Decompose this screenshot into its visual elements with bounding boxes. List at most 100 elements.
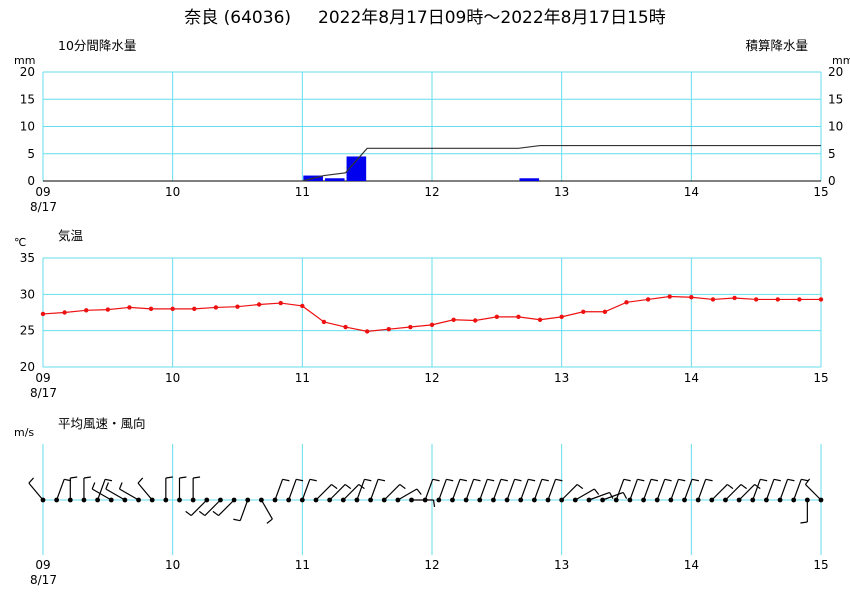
- wind-barb-feather: [664, 478, 672, 482]
- wind-barb-shaft: [288, 479, 297, 501]
- wind-station-dot: [572, 497, 578, 503]
- x-tick-label: 15: [813, 185, 828, 199]
- y-tick-label: 20: [20, 65, 35, 79]
- x-tick-label: 10: [165, 185, 180, 199]
- wind-barb-feather: [800, 521, 808, 524]
- temperature-point: [710, 297, 716, 302]
- wind-barb-shaft: [575, 488, 595, 501]
- wind-station-dot: [695, 497, 701, 503]
- precipitation-y-unit: mm: [14, 54, 35, 67]
- wind-station-dot: [750, 497, 756, 503]
- temperature-point: [537, 317, 543, 322]
- wind-barb-shaft: [793, 479, 802, 501]
- wind-barb-shaft: [356, 479, 366, 501]
- x-tick-label: 11: [295, 558, 310, 572]
- temperature-point: [192, 306, 197, 312]
- temperature-point: [581, 309, 586, 314]
- precipitation-bars: [303, 156, 540, 181]
- wind-barb-feather: [691, 478, 700, 482]
- wind-station-dot: [368, 497, 373, 503]
- precipitation-y-ticks: 0 0 5 5 10 10 15 15 20 20: [20, 65, 844, 188]
- wind-station-dot: [40, 497, 46, 503]
- right-y-tick-label: 15: [828, 92, 843, 106]
- wind-barb-shaft: [711, 484, 728, 501]
- wind-barb-feather: [165, 476, 173, 479]
- wind-station-dot: [682, 497, 687, 503]
- wind-barb-feather: [309, 478, 317, 482]
- wind-barb-feather: [266, 518, 273, 524]
- wind-barb-shaft: [438, 479, 447, 501]
- x-tick-label: 14: [684, 185, 699, 199]
- wind-barb-feather: [399, 483, 406, 490]
- wind-barb-feather: [787, 478, 795, 482]
- wind-barb-shaft: [97, 479, 106, 501]
- wind-barb-feather: [622, 492, 628, 499]
- wind-barb-shaft: [752, 479, 761, 501]
- cumulative-precipitation-title: 積算降水量: [745, 38, 808, 53]
- temperature-point: [127, 305, 132, 310]
- wind-barb-feather: [473, 478, 481, 482]
- wind-barb-feather: [377, 478, 386, 482]
- wind-station-dot: [67, 497, 73, 503]
- temperature-point: [624, 300, 629, 305]
- temperature-point: [105, 307, 111, 312]
- wind-station-dot: [477, 497, 483, 503]
- wind-barb-shaft: [465, 479, 475, 501]
- x-tick-label: 15: [813, 558, 828, 572]
- wind-station-dot: [81, 497, 87, 503]
- right-y-tick-label: 0: [828, 174, 836, 188]
- wind-barb-feather: [331, 483, 338, 490]
- wind-barb-feather: [446, 478, 454, 482]
- wind-station-dot: [436, 497, 442, 503]
- wind-barb-shaft: [301, 479, 311, 501]
- wind-barb-feather: [282, 478, 290, 482]
- wind-barb-shaft: [670, 479, 679, 501]
- wind-barb-shaft: [397, 488, 418, 501]
- wind-barbs: [28, 476, 824, 524]
- precipitation-x-ticks: 09 10 11 12 13 14 15 8/17: [30, 185, 829, 214]
- wind-station-dot: [463, 497, 469, 503]
- wind-station-dot: [327, 497, 333, 503]
- precipitation-title: 10分間降水量: [58, 38, 136, 53]
- wind-barb-shaft: [370, 479, 379, 501]
- wind-barb-feather: [137, 477, 144, 484]
- wind-barb-shaft: [329, 484, 346, 501]
- wind-station-dot: [340, 497, 346, 503]
- wind-barb-shaft: [629, 479, 639, 501]
- wind-barb-feather: [593, 488, 600, 495]
- wind-barb-shaft: [738, 484, 756, 501]
- cumulative-line-group: [43, 144, 821, 182]
- wind-station-dot: [791, 497, 797, 503]
- temperature-point: [278, 300, 283, 306]
- wind-barb-shaft: [239, 499, 249, 521]
- temperature-grid: [42, 257, 822, 368]
- wind-barb-feather: [70, 476, 78, 479]
- wind-station-dot: [531, 497, 537, 503]
- wind-barb-shaft: [119, 488, 139, 501]
- wind-barb-feather: [118, 482, 123, 490]
- temperature-point: [235, 304, 240, 309]
- wind-station-dot: [54, 497, 60, 503]
- wind-barb-feather: [104, 478, 113, 482]
- y-tick-label: 0: [27, 174, 35, 188]
- wind-barb-shaft: [642, 479, 652, 501]
- temperature-point: [343, 324, 348, 330]
- wind-barb-shaft: [424, 479, 434, 501]
- wind-station-dot: [723, 497, 728, 503]
- wind-barb-shaft: [91, 488, 112, 501]
- temperature-point: [213, 305, 219, 310]
- temperature-title: 気温: [58, 228, 84, 243]
- wind-barb-feather: [212, 510, 219, 517]
- wind-barb-shaft: [315, 484, 332, 501]
- wind-station-dot: [149, 497, 155, 503]
- wind-station-dot: [258, 497, 264, 503]
- wind-barb-shaft: [533, 479, 543, 501]
- wind-station-dot: [422, 497, 428, 503]
- wind-station-dot: [818, 497, 824, 503]
- x-tick-label: 14: [684, 371, 699, 385]
- wind-title: 平均風速・風向: [58, 416, 146, 431]
- temperature-point: [429, 322, 435, 328]
- wind-barb-feather: [500, 478, 508, 482]
- temperature-point: [148, 306, 154, 312]
